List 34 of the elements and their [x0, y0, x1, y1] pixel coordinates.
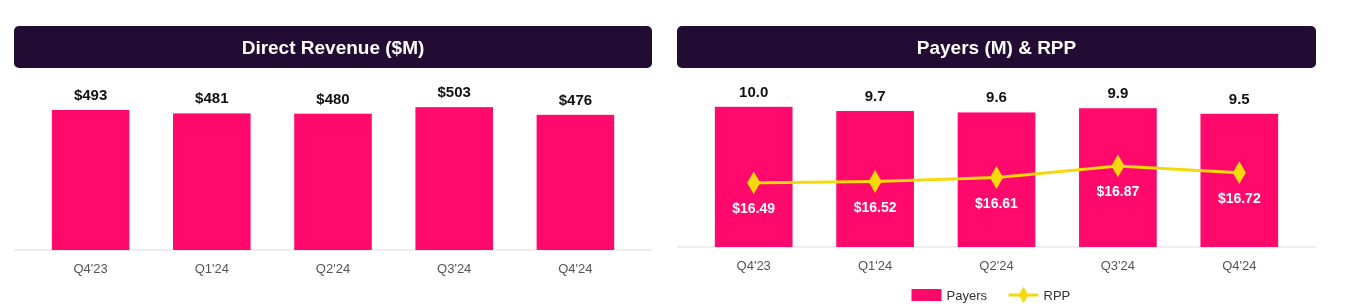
data-label: $16.72	[1217, 189, 1261, 206]
x-tick-label: Q1'24	[857, 258, 893, 274]
data-label: 9.5	[1228, 89, 1250, 107]
data-label: $503	[437, 83, 471, 101]
legend-label: RPP	[1043, 288, 1071, 303]
data-label: $476	[558, 90, 593, 108]
x-tick-label: Q4'24	[558, 261, 593, 277]
data-label: $16.49	[732, 199, 776, 216]
x-tick-label: Q3'24	[437, 261, 472, 277]
data-label: $480	[316, 89, 350, 107]
data-label: $16.87	[1096, 182, 1140, 199]
x-tick-label: Q4'24	[1222, 258, 1257, 274]
x-tick-label: Q2'24	[979, 258, 1014, 274]
legend-label: Payers	[946, 288, 988, 303]
x-tick-label: Q3'24	[1100, 258, 1136, 274]
data-label: 9.7	[864, 87, 886, 105]
bar	[714, 106, 793, 247]
data-label: $16.61	[975, 194, 1019, 211]
chart-title: Direct Revenue ($M)	[241, 37, 425, 58]
chart-title: Payers (M) & RPP	[916, 37, 1077, 58]
data-label: 10.0	[739, 82, 769, 100]
x-tick-label: Q1'24	[194, 261, 229, 277]
data-label: $493	[73, 85, 108, 103]
data-label: $481	[195, 89, 229, 107]
data-label: 9.6	[986, 88, 1007, 106]
bar	[957, 112, 1036, 247]
x-tick-label: Q2'24	[315, 261, 351, 277]
data-label: 9.9	[1107, 84, 1129, 102]
bar	[1200, 113, 1279, 247]
bar	[836, 111, 914, 247]
bar	[1079, 108, 1157, 247]
x-tick-label: Q4'23	[736, 258, 771, 274]
data-label: $16.52	[853, 198, 897, 215]
x-tick-label: Q4'23	[73, 261, 108, 277]
